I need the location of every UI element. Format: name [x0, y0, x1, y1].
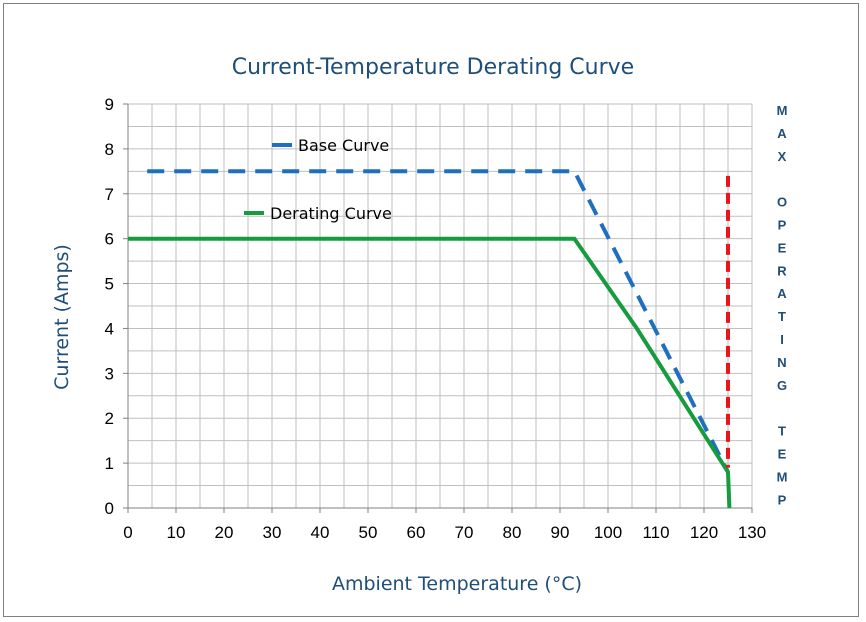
- x-tick-label: 90: [551, 523, 570, 542]
- x-tick-label: 50: [359, 523, 378, 542]
- y-tick-label: 2: [105, 409, 114, 428]
- series-line: [128, 236, 732, 509]
- legend-label: Derating Curve: [270, 204, 392, 223]
- x-tick-label: 60: [407, 523, 426, 542]
- vertical-label-letter: P: [778, 492, 787, 507]
- vertical-label-letter: E: [778, 240, 787, 255]
- y-tick-label: 9: [105, 95, 114, 114]
- grid: [127, 103, 753, 509]
- y-tick-label: 7: [105, 185, 114, 204]
- y-tick-label: 1: [105, 454, 114, 473]
- x-tick-label: 30: [263, 523, 282, 542]
- vertical-label-letter: T: [778, 424, 786, 439]
- vertical-label-letter: O: [777, 195, 787, 210]
- chart-frame: Current-Temperature Derating Curve 0 10 20…: [3, 3, 859, 617]
- vertical-label-letter: X: [778, 149, 787, 164]
- vertical-label-letter: A: [777, 126, 787, 141]
- y-tick-label: 6: [105, 230, 114, 249]
- x-tick-label: 70: [455, 523, 474, 542]
- x-tick-labels: 0 10 20 30 40 50 60 70 80 90 100 110 120 130: [123, 523, 766, 542]
- vertical-label-letter: M: [777, 469, 788, 484]
- series-line: [147, 169, 730, 474]
- x-tick-label: 100: [594, 523, 622, 542]
- vertical-label-letter: E: [778, 447, 787, 462]
- vertical-label-letter: A: [777, 286, 787, 301]
- x-axis-title: Ambient Temperature (°C): [332, 573, 582, 595]
- vertical-label-letter: P: [778, 218, 787, 233]
- x-tick-label: 80: [503, 523, 522, 542]
- y-axis-title: Current (Amps): [51, 244, 73, 390]
- x-tick-label: 130: [738, 523, 766, 542]
- chart-title: Current-Temperature Derating Curve: [232, 55, 634, 80]
- y-tick-label: 8: [105, 140, 114, 159]
- y-tick-labels: 0 1 2 3 4 5 6 7 8 9: [105, 95, 114, 518]
- vertical-label-letter: G: [777, 378, 787, 393]
- vertical-label-letter: N: [777, 355, 786, 370]
- legend-label: Base Curve: [298, 136, 389, 155]
- legend: Base Curve Derating Curve: [244, 136, 392, 223]
- derating-chart: Current-Temperature Derating Curve 0 10 20…: [51, 55, 788, 595]
- vertical-label-letter: I: [780, 332, 784, 347]
- vertical-label-letter: R: [777, 263, 787, 278]
- vertical-label-letter: M: [777, 103, 788, 118]
- x-tick-label: 20: [215, 523, 234, 542]
- y-tick-label: 4: [105, 319, 114, 338]
- series-layer: [128, 169, 732, 509]
- x-tick-label: 110: [642, 523, 669, 542]
- axes: [123, 103, 753, 513]
- y-tick-label: 5: [105, 275, 114, 294]
- x-tick-label: 40: [311, 523, 330, 542]
- x-tick-label: 0: [123, 523, 132, 542]
- y-tick-label: 0: [105, 499, 114, 518]
- y-tick-label: 3: [105, 364, 114, 383]
- vertical-label-letter: T: [778, 309, 786, 324]
- x-tick-label: 120: [690, 523, 718, 542]
- x-tick-label: 10: [167, 523, 186, 542]
